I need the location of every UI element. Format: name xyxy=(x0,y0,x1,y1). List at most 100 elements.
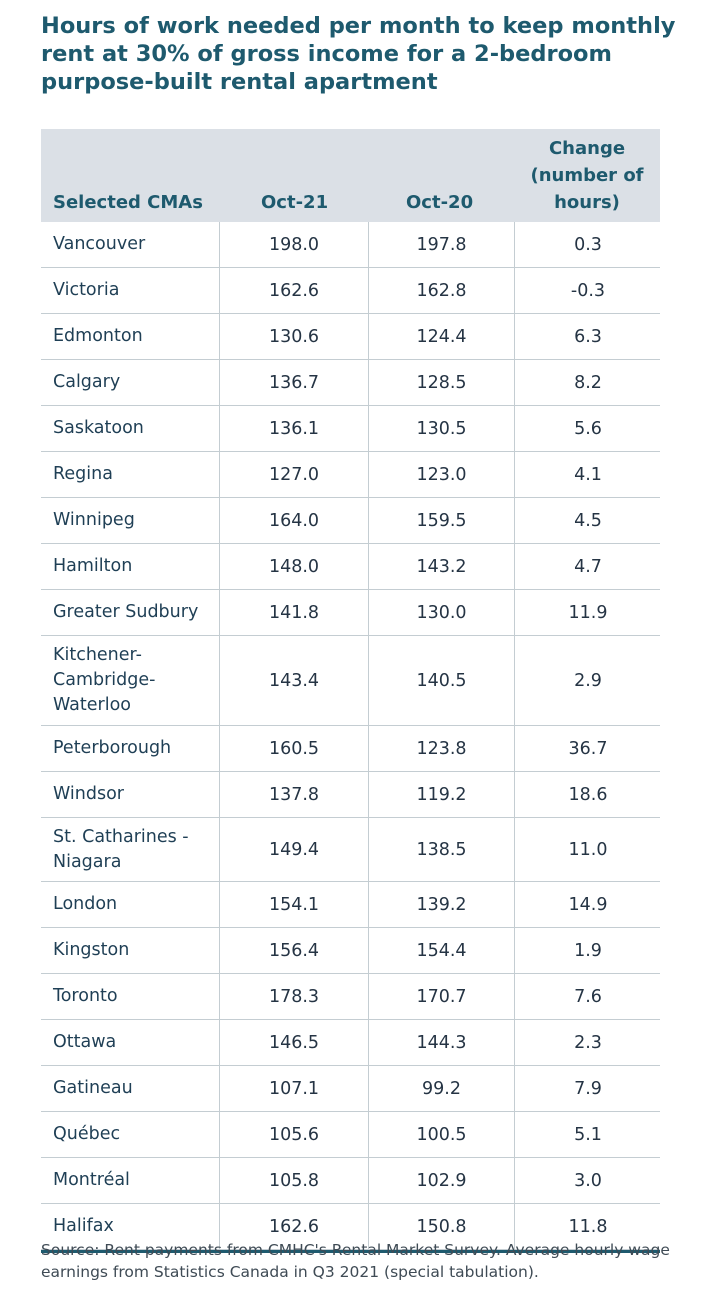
cell-oct-20: 123.8 xyxy=(368,726,514,771)
table-row: Montréal 105.8 102.9 3.0 xyxy=(41,1158,660,1204)
cell-city: Peterborough xyxy=(53,738,172,758)
table-row: Kitchener-Cambridge-Waterloo 143.4 140.5 2.… xyxy=(41,636,660,726)
cell-change: 5.6 xyxy=(514,406,661,451)
cell-change: 4.7 xyxy=(514,544,661,589)
cell-oct-20: 100.5 xyxy=(368,1112,514,1157)
table-row: Vancouver 198.0 197.8 0.3 xyxy=(41,222,660,268)
cell-city: Regina xyxy=(53,464,113,484)
cell-oct-20: 130.5 xyxy=(368,406,514,451)
cell-oct-20: 102.9 xyxy=(368,1158,514,1203)
header-change: Change (number of hours) xyxy=(530,138,644,213)
cell-oct-21: 162.6 xyxy=(219,1204,368,1249)
cell-oct-20: 150.8 xyxy=(368,1204,514,1249)
cell-change: 0.3 xyxy=(514,222,661,267)
cell-city: Montréal xyxy=(53,1170,130,1190)
cell-change: -0.3 xyxy=(514,268,661,313)
table-row: Kingston 156.4 154.4 1.9 xyxy=(41,928,660,974)
cell-oct-20: 119.2 xyxy=(368,772,514,817)
cell-oct-20: 170.7 xyxy=(368,974,514,1019)
table-row: Windsor 137.8 119.2 18.6 xyxy=(41,772,660,818)
cell-change: 1.9 xyxy=(514,928,661,973)
cell-city: Toronto xyxy=(53,986,118,1006)
cell-change: 18.6 xyxy=(514,772,661,817)
cell-oct-20: 99.2 xyxy=(368,1066,514,1111)
cell-city: Kitchener-Cambridge-Waterloo xyxy=(53,645,156,715)
cell-oct-21: 160.5 xyxy=(219,726,368,771)
cell-city: London xyxy=(53,894,118,914)
cell-oct-21: 137.8 xyxy=(219,772,368,817)
cell-city: Greater Sudbury xyxy=(53,602,199,622)
cell-city: Edmonton xyxy=(53,326,143,346)
cell-oct-21: 105.6 xyxy=(219,1112,368,1157)
table-header: Selected CMAs Oct-21 Oct-20 Change (numb… xyxy=(41,129,660,222)
cell-oct-20: 144.3 xyxy=(368,1020,514,1065)
table-row: Edmonton 130.6 124.4 6.3 xyxy=(41,314,660,360)
cell-oct-20: 197.8 xyxy=(368,222,514,267)
cell-oct-21: 136.1 xyxy=(219,406,368,451)
header-oct-21: Oct-21 xyxy=(261,192,329,213)
source-note: Source: Rent payments from CMHC's Rental… xyxy=(41,1241,670,1281)
cell-city: Hamilton xyxy=(53,556,133,576)
cell-oct-20: 123.0 xyxy=(368,452,514,497)
table-row: Saskatoon 136.1 130.5 5.6 xyxy=(41,406,660,452)
cell-oct-21: 198.0 xyxy=(219,222,368,267)
cell-city: Ottawa xyxy=(53,1032,117,1052)
cell-change: 5.1 xyxy=(514,1112,661,1157)
cell-oct-20: 143.2 xyxy=(368,544,514,589)
header-selected-cmas: Selected CMAs xyxy=(53,192,203,213)
header-oct-20: Oct-20 xyxy=(406,192,474,213)
cell-oct-20: 159.5 xyxy=(368,498,514,543)
cell-oct-21: 130.6 xyxy=(219,314,368,359)
rent-hours-table: Selected CMAs Oct-21 Oct-20 Change (numb… xyxy=(41,129,660,1253)
table-row: Regina 127.0 123.0 4.1 xyxy=(41,452,660,498)
cell-oct-21: 154.1 xyxy=(219,882,368,927)
cell-oct-21: 148.0 xyxy=(219,544,368,589)
cell-change: 3.0 xyxy=(514,1158,661,1203)
table-row: Gatineau 107.1 99.2 7.9 xyxy=(41,1066,660,1112)
cell-oct-21: 143.4 xyxy=(219,636,368,725)
cell-oct-21: 127.0 xyxy=(219,452,368,497)
cell-change: 2.3 xyxy=(514,1020,661,1065)
cell-oct-20: 162.8 xyxy=(368,268,514,313)
table-row: St. Catharines - Niagara 149.4 138.5 11.0 xyxy=(41,818,660,882)
cell-change: 7.6 xyxy=(514,974,661,1019)
cell-city: St. Catharines - Niagara xyxy=(53,826,189,872)
cell-oct-21: 136.7 xyxy=(219,360,368,405)
table-row: Calgary 136.7 128.5 8.2 xyxy=(41,360,660,406)
cell-oct-20: 124.4 xyxy=(368,314,514,359)
table-bottom-rule xyxy=(41,1250,660,1253)
cell-oct-21: 162.6 xyxy=(219,268,368,313)
table-row: Hamilton 148.0 143.2 4.7 xyxy=(41,544,660,590)
cell-change: 11.9 xyxy=(514,590,661,635)
cell-oct-21: 149.4 xyxy=(219,818,368,881)
cell-change: 8.2 xyxy=(514,360,661,405)
table-row: Ottawa 146.5 144.3 2.3 xyxy=(41,1020,660,1066)
cell-oct-20: 138.5 xyxy=(368,818,514,881)
cell-city: Gatineau xyxy=(53,1078,133,1098)
cell-city: Victoria xyxy=(53,280,120,300)
cell-city: Winnipeg xyxy=(53,510,135,530)
cell-city: Windsor xyxy=(53,784,124,804)
cell-oct-20: 128.5 xyxy=(368,360,514,405)
table-title: Hours of work needed per month to keep m… xyxy=(41,13,676,95)
table-row: Toronto 178.3 170.7 7.6 xyxy=(41,974,660,1020)
cell-oct-20: 139.2 xyxy=(368,882,514,927)
cell-change: 6.3 xyxy=(514,314,661,359)
table-row: London 154.1 139.2 14.9 xyxy=(41,882,660,928)
table-row: Peterborough 160.5 123.8 36.7 xyxy=(41,726,660,772)
cell-change: 4.5 xyxy=(514,498,661,543)
cell-oct-20: 140.5 xyxy=(368,636,514,725)
cell-change: 11.0 xyxy=(514,818,661,881)
cell-change: 4.1 xyxy=(514,452,661,497)
cell-oct-21: 156.4 xyxy=(219,928,368,973)
cell-change: 36.7 xyxy=(514,726,661,771)
cell-oct-20: 154.4 xyxy=(368,928,514,973)
cell-change: 7.9 xyxy=(514,1066,661,1111)
table-row: Winnipeg 164.0 159.5 4.5 xyxy=(41,498,660,544)
table-row: Greater Sudbury 141.8 130.0 11.9 xyxy=(41,590,660,636)
cell-city: Kingston xyxy=(53,940,130,960)
cell-city: Halifax xyxy=(53,1216,114,1236)
cell-oct-21: 107.1 xyxy=(219,1066,368,1111)
table-row: Victoria 162.6 162.8 -0.3 xyxy=(41,268,660,314)
table-row: Halifax 162.6 150.8 11.8 xyxy=(41,1204,660,1250)
